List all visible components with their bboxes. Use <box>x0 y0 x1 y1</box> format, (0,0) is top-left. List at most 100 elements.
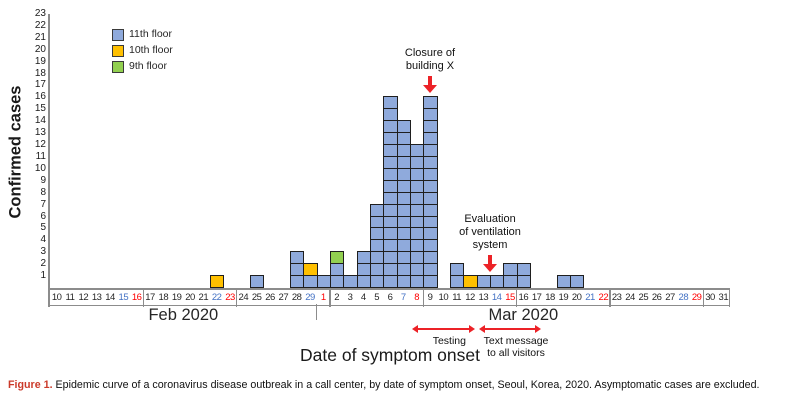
week-separator <box>142 288 145 307</box>
case-square-11th-floor <box>370 227 385 241</box>
case-square-10th-floor <box>210 275 225 288</box>
case-square-11th-floor <box>450 263 465 277</box>
arrow-shaft <box>487 255 493 265</box>
annotation-line: Closure of <box>404 47 456 60</box>
y-tick-label: 3 <box>40 246 46 258</box>
date-label: 11 <box>65 292 75 303</box>
y-tick-label: 1 <box>40 270 46 282</box>
date-label: 27 <box>665 292 675 303</box>
arrow-head-left <box>478 325 485 333</box>
y-tick-label: 15 <box>34 103 46 115</box>
y-tick-label: 4 <box>40 234 46 246</box>
date-label: 8 <box>414 292 420 303</box>
case-square-11th-floor <box>383 263 398 277</box>
y-tick-label: 6 <box>40 210 46 222</box>
date-label: 22 <box>598 292 609 303</box>
case-square-11th-floor <box>396 239 411 253</box>
case-square-11th-floor <box>316 275 331 288</box>
case-square-11th-floor <box>410 167 425 181</box>
figure-caption: Figure 1. Epidemic curve of a coronaviru… <box>8 379 800 391</box>
case-square-11th-floor <box>490 275 505 288</box>
intervention-label-line: to all visitors <box>487 347 545 359</box>
legend-item: 10th floor <box>112 44 173 57</box>
intervention-label-text-message: Text message to all visitors <box>451 335 581 359</box>
case-square-11th-floor <box>423 167 438 181</box>
x-axis-title: Date of symptom onset <box>300 345 480 365</box>
case-square-11th-floor <box>383 239 398 253</box>
case-square-11th-floor <box>383 155 398 169</box>
week-separator <box>609 288 611 307</box>
case-square-11th-floor <box>356 251 371 265</box>
double-arrow-icon <box>478 325 542 333</box>
date-label: 10 <box>51 292 62 303</box>
case-square-11th-floor <box>383 191 398 205</box>
down-arrow-icon <box>482 255 498 273</box>
case-square-11th-floor <box>423 132 438 146</box>
date-label: 18 <box>545 292 555 303</box>
date-label: 23 <box>611 292 622 303</box>
arrow-head-right <box>468 325 475 333</box>
date-label: 25 <box>638 292 649 303</box>
case-square-11th-floor <box>423 108 438 122</box>
case-square-11th-floor <box>450 275 465 288</box>
date-label: 29 <box>691 292 702 303</box>
case-square-11th-floor <box>396 215 411 229</box>
date-label: 4 <box>360 292 366 303</box>
date-label: 23 <box>225 292 235 303</box>
y-tick-label: 12 <box>34 139 46 151</box>
y-tick-label: 21 <box>34 31 46 43</box>
annotation-line: building X <box>405 60 455 73</box>
chart-plot-area: 1 2 3 4 5 6 7 8 9 10 11 12 13 14 15 16 17 18 19 20 21 22 23 10 1… <box>35 8 730 359</box>
case-square-11th-floor <box>410 144 425 157</box>
date-label: 30 <box>705 292 715 303</box>
case-square-11th-floor <box>383 120 398 134</box>
legend-swatch <box>112 60 124 73</box>
week-separator <box>422 288 425 307</box>
legend-label: 11th floor <box>129 28 172 40</box>
y-tick-label: 14 <box>34 115 46 127</box>
case-square-11th-floor <box>383 275 398 288</box>
y-tick-label: 5 <box>40 222 46 234</box>
case-square-11th-floor <box>370 263 385 277</box>
y-tick-label: 23 <box>34 8 46 19</box>
date-label: 31 <box>718 292 729 303</box>
figure-caption-number: Figure 1. <box>8 379 53 391</box>
date-label: 26 <box>265 292 275 303</box>
case-square-11th-floor <box>330 263 345 277</box>
annotation-line: of ventilation <box>459 226 521 239</box>
annotation-closure: Closure of building X <box>360 47 500 73</box>
date-label: 20 <box>185 292 195 303</box>
axis-end-tick <box>728 288 730 307</box>
date-label: 12 <box>465 292 475 303</box>
week-separator <box>515 288 518 307</box>
legend: 11th floor 10th floor 9th floor <box>112 28 173 76</box>
y-tick-label: 19 <box>34 55 46 67</box>
date-label: 27 <box>278 292 289 303</box>
figure-caption-text: Epidemic curve of a coronavirus disease … <box>55 379 760 391</box>
case-square-11th-floor <box>383 179 398 193</box>
case-square-11th-floor <box>410 155 425 169</box>
case-square-11th-floor <box>250 275 265 288</box>
date-label: 6 <box>387 292 393 303</box>
y-tick-label: 8 <box>40 186 46 198</box>
case-square-11th-floor <box>370 251 385 265</box>
y-tick-label: 22 <box>34 19 46 31</box>
case-square-11th-floor <box>383 132 398 146</box>
case-square-11th-floor <box>370 275 385 288</box>
legend-swatch <box>112 44 124 57</box>
y-tick-label: 13 <box>34 127 46 139</box>
arrow-head <box>482 264 497 273</box>
case-square-11th-floor <box>423 96 438 110</box>
date-label: 1 <box>320 292 326 303</box>
case-square-11th-floor <box>396 132 411 146</box>
case-square-11th-floor <box>383 203 398 217</box>
week-separator <box>702 288 705 307</box>
y-tick-label: 10 <box>34 162 46 174</box>
case-square-11th-floor <box>556 275 571 288</box>
y-tick-label: 9 <box>40 174 46 186</box>
case-square-11th-floor <box>330 275 345 288</box>
case-square-11th-floor <box>396 167 411 181</box>
date-label: 21 <box>198 292 209 303</box>
y-tick-label: 18 <box>34 67 46 79</box>
